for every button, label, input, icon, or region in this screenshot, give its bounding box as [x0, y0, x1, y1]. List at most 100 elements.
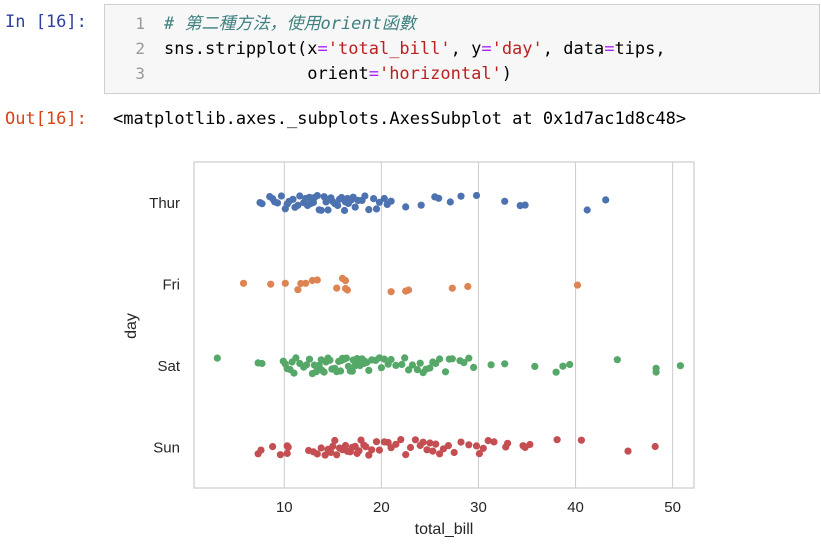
data-point-sat	[652, 364, 660, 372]
line-number-gutter: 1 2 3	[105, 5, 151, 93]
plot-frame	[193, 161, 695, 489]
code-operator: =	[317, 39, 328, 59]
data-point-sat	[676, 362, 685, 370]
code-string: 'horizontal'	[378, 64, 502, 84]
data-point-thur	[501, 197, 509, 205]
output-prompt: Out[16]:	[5, 109, 87, 129]
data-point-sun	[475, 450, 483, 458]
data-point-thur	[289, 195, 297, 203]
data-point-sun	[429, 447, 437, 455]
data-point-sat	[470, 363, 478, 371]
x-tick-label: 30	[470, 499, 487, 516]
x-tick-label: 20	[373, 499, 390, 516]
data-point-sun	[368, 446, 376, 454]
data-point-sun	[423, 446, 431, 454]
data-point-fri	[341, 277, 350, 285]
data-point-sun	[526, 440, 534, 449]
y-tick-labels: Thur Fri Sat Sun	[149, 195, 181, 457]
data-point-sun	[411, 436, 419, 444]
data-point-sun	[406, 443, 415, 452]
code-string: 'day'	[491, 39, 543, 59]
input-prompt: In [16]:	[5, 12, 87, 32]
data-point-sat	[487, 361, 495, 369]
data-point-sun	[341, 441, 350, 450]
data-point-thur	[435, 194, 443, 202]
code-token: sns.stripplot(x	[164, 39, 318, 59]
code-cell[interactable]: 1 2 3 # 第二種方法，使用orient函數 sns.stripplot(x…	[104, 4, 820, 94]
data-point-sat	[320, 368, 328, 376]
data-point-sun	[365, 451, 373, 459]
data-point-sun	[372, 438, 381, 446]
data-point-sun	[436, 450, 444, 458]
data-point-sun	[465, 441, 473, 449]
data-point-sun	[362, 443, 370, 451]
data-point-sat	[377, 364, 385, 372]
data-point-sat	[258, 359, 266, 368]
y-axis-label: day	[123, 313, 140, 339]
data-point-sun	[313, 450, 321, 458]
data-point-sat	[465, 354, 473, 362]
data-point-sat	[413, 366, 421, 374]
code-token: tips,	[614, 39, 666, 59]
data-point-sat	[401, 354, 409, 362]
data-point-sat	[531, 362, 539, 370]
data-point-sun	[329, 442, 337, 450]
data-point-fri	[302, 279, 310, 287]
data-point-thur	[372, 205, 381, 213]
x-tick-label: 10	[276, 499, 293, 516]
data-point-sun	[257, 446, 265, 454]
data-point-sun	[283, 449, 291, 457]
data-point-thur	[361, 192, 369, 200]
data-point-fri	[448, 284, 456, 292]
data-point-fri	[573, 281, 582, 289]
data-point-sun	[479, 444, 487, 452]
data-point-thur	[417, 201, 425, 209]
data-point-thur	[351, 203, 359, 211]
code-comment[interactable]: # 第二種方法，使用orient函數	[164, 14, 416, 34]
data-point-sun	[432, 440, 440, 448]
line-number: 3	[135, 64, 145, 83]
y-tick-label: Thur	[149, 195, 180, 212]
x-axis-label: total_bill	[415, 521, 474, 538]
data-point-thur	[277, 192, 285, 200]
data-point-sun	[331, 436, 339, 445]
data-point-sat	[441, 368, 450, 376]
data-point-sun	[426, 439, 434, 447]
data-point-sat	[405, 366, 413, 374]
data-point-sat	[392, 361, 400, 369]
data-point-thur	[313, 192, 321, 200]
data-point-sat	[305, 355, 314, 363]
data-point-sat	[448, 355, 456, 363]
data-point-sun	[284, 443, 292, 451]
data-point-sun	[317, 444, 325, 452]
data-point-sat	[380, 355, 388, 363]
code-token: orient	[164, 64, 369, 84]
code-line-2[interactable]: sns.stripplot(x='total_bill', y='day', d…	[164, 39, 666, 59]
data-point-thur	[446, 198, 454, 206]
data-point-sat	[326, 356, 334, 364]
code-token: )	[501, 64, 513, 84]
code-string: 'total_bill'	[327, 39, 451, 59]
data-point-thur	[294, 201, 302, 209]
data-point-sun	[553, 436, 561, 444]
data-point-sun	[321, 451, 329, 459]
data-point-thur	[583, 206, 591, 214]
data-point-thur	[324, 206, 332, 214]
data-point-fri	[333, 284, 341, 292]
data-point-sat	[342, 354, 350, 362]
code-operator: =	[368, 64, 379, 84]
data-point-thur	[340, 206, 349, 215]
code-line-3[interactable]: orient='horizontal')	[164, 64, 512, 84]
data-point-sat	[398, 360, 406, 368]
data-point-thur	[380, 194, 388, 203]
stripplot-chart: 10 20 30 40 50 Thur Fri Sat Sun total_bill day	[123, 161, 695, 538]
data-point-sun	[504, 439, 512, 447]
data-point-sun	[392, 440, 400, 448]
data-point-sun	[651, 442, 659, 451]
data-point-sun	[624, 447, 632, 455]
line-number: 1	[135, 14, 145, 33]
code-token: , y	[450, 39, 482, 59]
data-point-fri	[267, 280, 275, 288]
data-point-fri	[464, 282, 472, 291]
data-point-fri	[405, 286, 413, 294]
